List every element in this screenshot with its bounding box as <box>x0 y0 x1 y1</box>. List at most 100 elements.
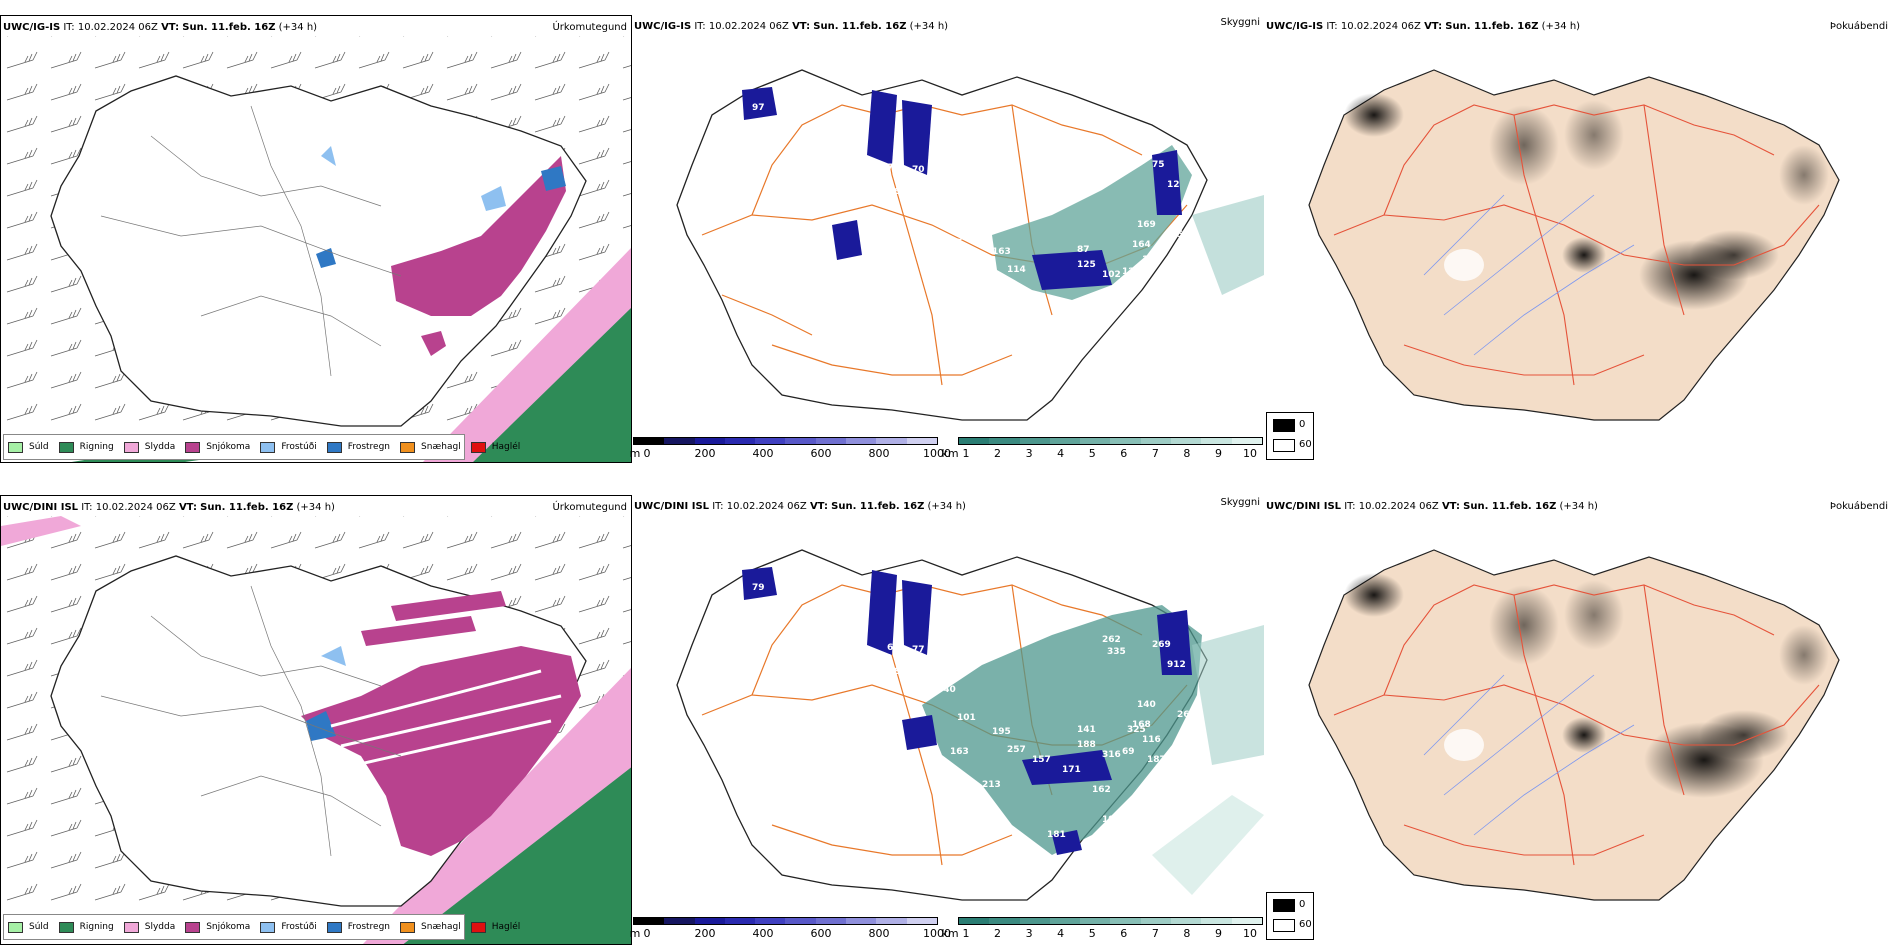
panel-header: UWC/IG-IS IT: 10.02.2024 06Z VT: Sun. 11… <box>1266 21 1581 32</box>
visibility-value-label: 263 <box>1177 710 1196 720</box>
colorbar-tick: 1 <box>962 927 970 940</box>
visibility-value-label: 92 <box>862 253 875 263</box>
legend-item-snow-pellets: Snæhagl <box>400 921 461 933</box>
visibility-value-label: 97 <box>752 103 765 113</box>
legend-item-freezing-drizzle: Frostúði <box>260 441 317 453</box>
visibility-value-label: 576 <box>957 233 976 243</box>
panel-type-label: Þokuábendi <box>1829 501 1888 512</box>
visibility-value-label: 114 <box>1007 265 1026 275</box>
visibility-value-label: 12 <box>1167 180 1180 190</box>
visibility-value-labels-row1: 97 59 77 70 66 85 131 576 92 163 129 114 87 102 125 169… <box>632 15 1264 463</box>
legend-item-rain: Rigning <box>58 441 114 453</box>
panel-header: UWC/DINI ISL IT: 10.02.2024 06Z VT: Sun.… <box>634 501 966 512</box>
visibility-map-svg <box>676 69 1264 421</box>
visibility-value-label: 131 <box>937 205 956 215</box>
visibility-value-label: 102 <box>1102 270 1121 280</box>
precip-type-map-row2: UWC/DINI ISL IT: 10.02.2024 06Z VT: Sun.… <box>0 495 632 945</box>
panel-header: UWC/IG-IS IT: 10.02.2024 06Z VT: Sun. 11… <box>634 21 949 32</box>
visibility-value-label: 370 <box>1132 795 1151 805</box>
visibility-map-row1: UWC/IG-IS IT: 10.02.2024 06Z VT: Sun. 11… <box>632 15 1264 463</box>
fog-map-svg <box>1308 549 1840 901</box>
colorbar-tick: 400 <box>752 447 774 460</box>
precip-map-svg <box>1 516 631 944</box>
colorbar-tick: 200 <box>694 447 716 460</box>
panel-type-label: Skyggni <box>1220 17 1260 28</box>
colorbar-tick: 2 <box>994 927 1002 940</box>
visibility-value-label: 163 <box>992 247 1011 257</box>
colorbar-tick: 1000 <box>923 927 951 940</box>
precip-map-svg <box>1 36 631 462</box>
visibility-value-label: 335 <box>1107 647 1126 657</box>
visibility-value-label: 780 <box>1102 155 1121 165</box>
legend-item-sleet: Slydda <box>123 441 175 453</box>
colorbar-tick: 0 <box>643 447 651 460</box>
visibility-value-label: 136 <box>1167 765 1186 775</box>
colorbar-tick: 4 <box>1057 447 1065 460</box>
colorbar-tick: 800 <box>868 447 890 460</box>
visibility-value-label: 188 <box>1077 740 1096 750</box>
visibility-value-label: 109 <box>1142 255 1161 265</box>
colorbar-tick: 7 <box>1151 447 1159 460</box>
colorbar-tick: 10 <box>1243 447 1257 460</box>
visibility-value-label: 187 <box>1147 755 1166 765</box>
legend-item-rain: Rigning <box>58 921 114 933</box>
visibility-value-label: 940 <box>937 685 956 695</box>
visibility-value-label: 316 <box>1102 750 1121 760</box>
visibility-value-label: 96 <box>862 733 875 743</box>
fog-map-svg <box>1308 69 1840 421</box>
visibility-value-label: 157 <box>1032 755 1051 765</box>
colorbar-tick: 2 <box>994 447 1002 460</box>
colorbar-tick: 6 <box>1120 447 1128 460</box>
precip-type-map-row1: UWC/IG-IS IT: 10.02.2024 06Z VT: Sun. 11… <box>0 15 632 463</box>
visibility-value-label: 163 <box>950 747 969 757</box>
visibility-value-label: 257 <box>1007 745 1026 755</box>
visibility-value-label: 70 <box>912 165 925 175</box>
panel-header: UWC/DINI ISL IT: 10.02.2024 06Z VT: Sun.… <box>3 502 335 513</box>
colorbar-tick: 0 <box>643 927 651 940</box>
legend-item-sleet: Slydda <box>123 921 175 933</box>
fog-index-map-row1: UWC/IG-IS IT: 10.02.2024 06Z VT: Sun. 11… <box>1264 15 1900 463</box>
visibility-value-label: 85 <box>927 177 940 187</box>
precip-legend: Súld Rigning Slydda Snjókoma Frostúði Fr… <box>3 914 520 940</box>
colorbar-tick: 5 <box>1088 447 1096 460</box>
colorbar-tick: 800 <box>868 927 890 940</box>
visibility-value-label: 54 <box>1177 230 1190 240</box>
visibility-value-label: 164 <box>1132 240 1151 250</box>
visibility-value-label: 168 <box>1132 720 1151 730</box>
visibility-value-label: 84 <box>894 667 907 677</box>
visibility-value-label: 102 <box>722 613 741 623</box>
panel-type-label: Skyggni <box>1220 497 1260 508</box>
visibility-value-label: 594 <box>1107 167 1126 177</box>
visibility-value-label: 140 <box>1137 700 1156 710</box>
visibility-value-label: 101 <box>957 713 976 723</box>
legend-item-snow: Snjókoma <box>185 921 250 933</box>
colorbar-tick: 10 <box>1243 927 1257 940</box>
visibility-value-label: 195 <box>992 727 1011 737</box>
visibility-value-label: 181 <box>1047 830 1066 840</box>
visibility-value-label: 325 <box>1127 725 1146 735</box>
visibility-value-label: 75 <box>1152 160 1165 170</box>
visibility-map-row2: UWC/DINI ISL IT: 10.02.2024 06Z VT: Sun.… <box>632 495 1264 945</box>
visibility-value-label: 64 <box>887 643 900 653</box>
colorbar-tick: 600 <box>810 927 832 940</box>
colorbar-tick: 4 <box>1057 927 1065 940</box>
visibility-value-label: 262 <box>1102 635 1121 645</box>
visibility-value-label: 116 <box>1142 735 1161 745</box>
visibility-value-label: 912 <box>1167 660 1186 670</box>
legend-item-hail: Haglél <box>470 921 520 933</box>
panel-type-label: Úrkomutegund <box>552 502 627 513</box>
visibility-map-svg <box>676 549 1264 901</box>
colorbar-tick: 200 <box>694 927 716 940</box>
legend-item-drizzle: Súld <box>8 921 49 933</box>
legend-item-snow: Snjókoma <box>185 441 250 453</box>
visibility-value-label: 77 <box>887 163 900 173</box>
colorbar-tick: 7 <box>1151 927 1159 940</box>
colorbar-tick: 1 <box>962 447 970 460</box>
visibility-value-label: 79 <box>752 583 765 593</box>
colorbar-tick: 1000 <box>923 447 951 460</box>
legend-item-freezing-rain: Frostregn <box>326 921 390 933</box>
visibility-value-label: 169 <box>1137 220 1156 230</box>
visibility-value-label: 213 <box>982 780 1001 790</box>
visibility-value-label: 141 <box>1077 725 1096 735</box>
visibility-value-label: 162 <box>1092 785 1111 795</box>
